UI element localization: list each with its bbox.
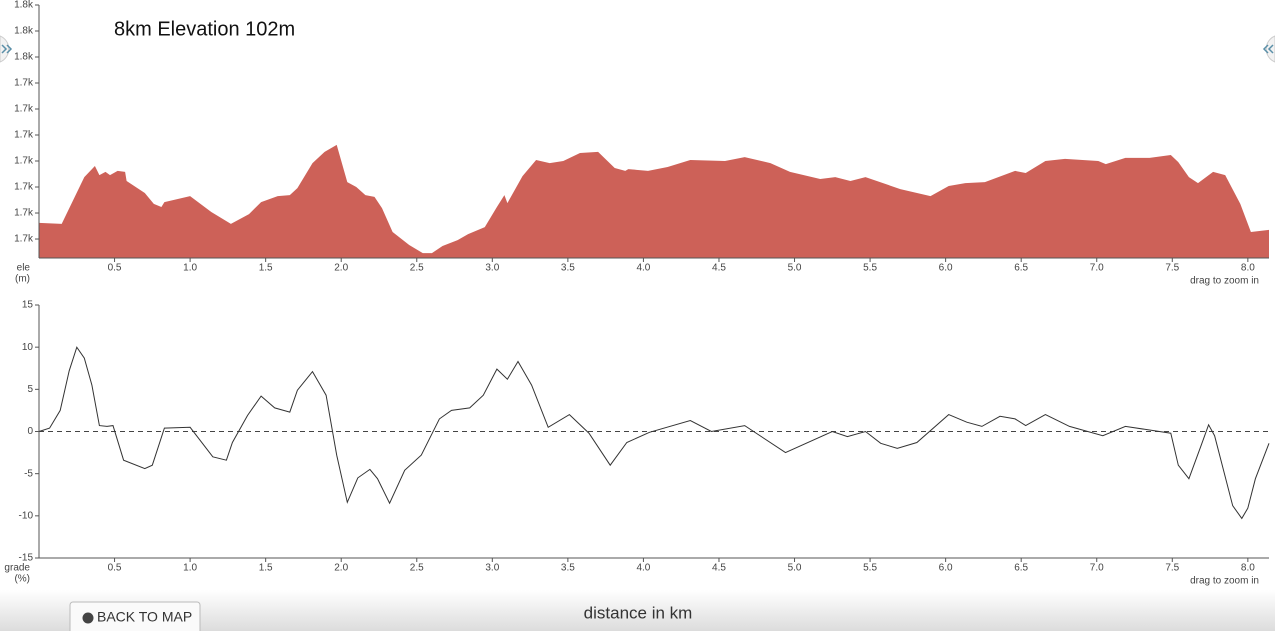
x-tick-label: 1.0: [183, 263, 197, 274]
x-axis-title: distance in km: [584, 603, 693, 622]
x-tick-label: 2.5: [410, 263, 424, 274]
y-tick-label: 1.7k: [14, 130, 34, 141]
grade-line: [38, 346, 1270, 520]
x-tick-label: 5.5: [863, 263, 877, 274]
footer-bar: [0, 590, 1275, 631]
y-tick-label: 1.7k: [14, 182, 34, 193]
x-tick-label: 5.0: [788, 263, 802, 274]
y-axis-label: (m): [15, 274, 30, 285]
x-tick-label: 6.0: [939, 263, 953, 274]
x-tick-label: 6.5: [1014, 563, 1028, 574]
y-tick-label: 1.7k: [14, 156, 34, 167]
x-tick-label: 3.0: [485, 263, 499, 274]
y-tick-label: 1.8k: [14, 0, 34, 11]
x-tick-label: 8.0: [1241, 563, 1255, 574]
x-tick-label: 5.0: [788, 563, 802, 574]
y-tick-label: 0: [27, 426, 33, 437]
y-tick-label: 1.7k: [14, 208, 34, 219]
x-tick-label: 6.5: [1014, 263, 1028, 274]
y-axis-label: (%): [14, 574, 30, 585]
x-tick-label: 2.5: [410, 563, 424, 574]
x-tick-label: 3.0: [485, 563, 499, 574]
y-tick-label: 1.8k: [14, 52, 34, 63]
y-tick-label: 5: [27, 384, 33, 395]
x-tick-label: 1.0: [183, 563, 197, 574]
x-tick-label: 4.0: [636, 563, 650, 574]
right-panel-toggle[interactable]: [1262, 35, 1275, 63]
x-tick-label: 4.5: [712, 563, 726, 574]
globe-icon: [82, 612, 94, 624]
x-tick-label: 8.0: [1241, 263, 1255, 274]
y-tick-label: 10: [22, 342, 34, 353]
y-tick-label: 1.7k: [14, 78, 34, 89]
y-axis-label: ele: [17, 263, 31, 274]
x-tick-label: 7.0: [1090, 563, 1104, 574]
x-tick-label: 4.5: [712, 263, 726, 274]
button-label: BACK TO MAP: [97, 609, 192, 625]
chart-title: 8km Elevation 102m: [114, 18, 295, 40]
y-tick-label: 15: [22, 300, 34, 311]
y-axis-label: grade: [4, 563, 30, 574]
y-tick-label: -15: [19, 553, 34, 564]
x-tick-label: 2.0: [334, 563, 348, 574]
elevation-area: [39, 144, 1269, 258]
x-tick-label: 0.5: [108, 563, 122, 574]
x-tick-label: 4.0: [636, 263, 650, 274]
zoom-hint: drag to zoom in: [1190, 276, 1259, 287]
y-tick-label: 1.8k: [14, 26, 34, 37]
x-tick-label: 7.0: [1090, 263, 1104, 274]
zoom-hint: drag to zoom in: [1190, 576, 1259, 587]
x-tick-label: 0.5: [108, 263, 122, 274]
x-tick-label: 3.5: [561, 563, 575, 574]
x-tick-label: 2.0: [334, 263, 348, 274]
left-panel-toggle[interactable]: [0, 35, 13, 63]
y-tick-label: -10: [19, 510, 34, 521]
x-tick-label: 1.5: [259, 263, 273, 274]
back-to-map-button[interactable]: BACK TO MAP: [69, 601, 201, 631]
y-tick-label: 1.7k: [14, 104, 34, 115]
x-tick-label: 7.5: [1165, 563, 1179, 574]
x-tick-label: 6.0: [939, 563, 953, 574]
y-tick-label: -5: [24, 468, 33, 479]
x-tick-label: 7.5: [1165, 263, 1179, 274]
x-tick-label: 3.5: [561, 263, 575, 274]
x-tick-label: 1.5: [259, 563, 273, 574]
y-tick-label: 1.7k: [14, 234, 34, 245]
x-tick-label: 5.5: [863, 563, 877, 574]
